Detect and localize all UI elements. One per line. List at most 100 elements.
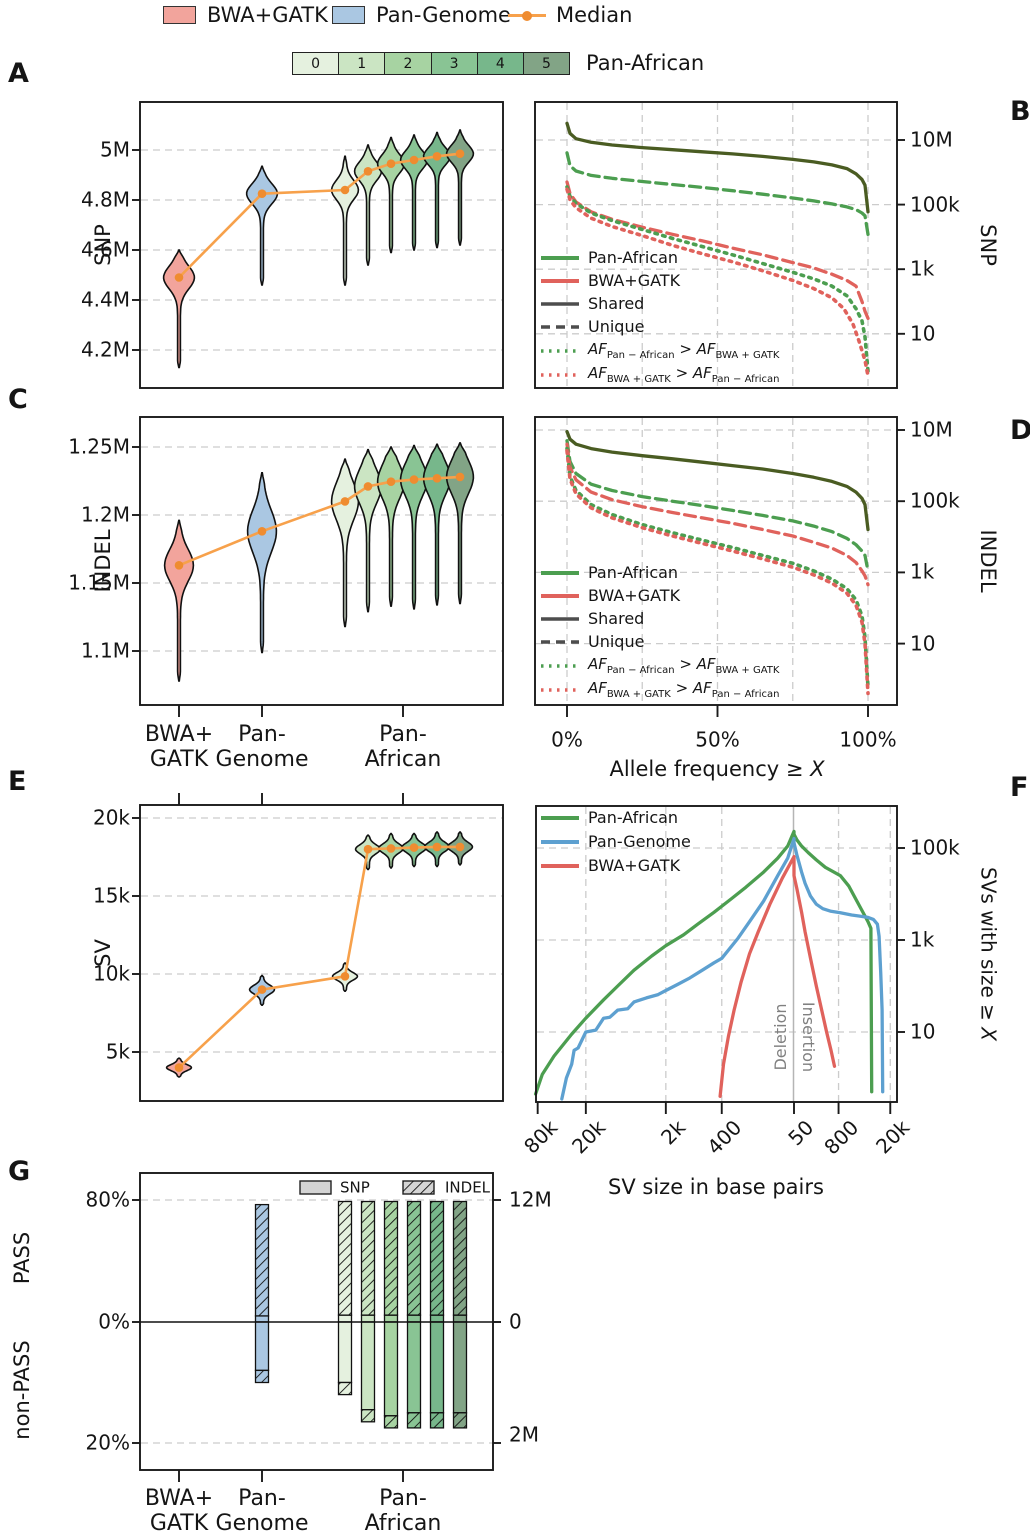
bar-hatch <box>407 1412 421 1428</box>
bar-hatch <box>361 1409 375 1422</box>
bar-segment <box>383 1314 399 1323</box>
curve <box>533 829 874 1096</box>
y-tick-label: 4.8M <box>80 187 130 212</box>
x-category-label: BWA+ GATK <box>144 1486 214 1536</box>
axis-title-sv-size: SV size in base pairs <box>608 1174 824 1199</box>
panel-letter-g: G <box>8 1156 31 1187</box>
bar-segment <box>337 1314 353 1323</box>
pan-african-level-3: 3 <box>431 53 478 74</box>
y-tick-label: 1.25M <box>68 434 130 459</box>
legend-label-indel: INDEL <box>445 1178 491 1197</box>
bar-segment <box>383 1321 399 1417</box>
median-point <box>455 842 465 852</box>
y-tick-label: 10M <box>910 127 953 152</box>
median-point <box>386 844 396 853</box>
violin <box>163 519 195 682</box>
y-tick-label: 80% <box>85 1187 130 1212</box>
bar-hatch <box>384 1201 398 1316</box>
x-category-label: Pan- Genome <box>215 1486 309 1536</box>
pan-african-level-1: 1 <box>339 53 386 74</box>
curve <box>565 185 870 373</box>
legend-label-bwa-gatk: BWA+GATK <box>207 3 328 27</box>
plot-frame <box>139 101 504 389</box>
plot-frame <box>534 416 898 706</box>
median-point <box>455 472 465 482</box>
legend-label: Unique <box>588 631 645 651</box>
axis-title-indel-right: INDEL <box>976 529 1001 593</box>
median-point <box>386 159 396 168</box>
y-tick-label: 0% <box>98 1309 130 1334</box>
axis-title-snp-right: SNP <box>976 224 1001 266</box>
y-tick-label: 15k <box>92 883 130 908</box>
y-tick-label: 2M <box>509 1422 539 1447</box>
bar-segment <box>429 1314 445 1323</box>
x-category-label: Pan- Genome <box>215 722 309 773</box>
bar-segment <box>360 1321 376 1411</box>
violin <box>162 249 196 369</box>
legend-label-math: AFBWA + GATK > AFPan − African <box>588 678 780 700</box>
plot-frame <box>535 805 898 1103</box>
plot-frame <box>139 804 504 1102</box>
bar-hatch <box>407 1201 421 1316</box>
violin <box>376 136 406 254</box>
pan-genome-swatch <box>332 6 365 24</box>
legend-label: Unique <box>588 316 645 336</box>
median-point <box>363 844 373 854</box>
legend-label-median: Median <box>556 3 633 27</box>
y-tick-label: 10k <box>92 961 130 986</box>
median-point <box>409 155 419 165</box>
pan-african-level-5: 5 <box>523 53 570 74</box>
legend-label-snp: SNP <box>340 1178 370 1197</box>
legend-label-pan-genome: Pan-Genome <box>376 3 511 27</box>
violin <box>399 134 429 251</box>
violin <box>445 442 475 605</box>
curve <box>565 429 870 532</box>
legend-label-math: AFBWA + GATK > AFPan − African <box>588 363 780 385</box>
x-category-label: Pan- African <box>364 1486 442 1536</box>
legend-swatch-snp <box>299 1180 332 1195</box>
curve <box>565 121 870 214</box>
bar-hatch <box>338 1201 352 1316</box>
violin <box>330 155 360 286</box>
y-tick-label: 1.15M <box>68 570 130 595</box>
panel-letter-a: A <box>8 58 29 89</box>
legend-label: Pan-African <box>588 247 679 267</box>
axis-title-allele-frequency: Allele frequency ≥ X <box>609 756 825 781</box>
curve <box>560 836 885 1101</box>
plot-frame <box>534 101 898 389</box>
curve <box>565 439 870 573</box>
x-tick-label: 100% <box>839 727 897 752</box>
y-tick-label: 1k <box>910 559 935 584</box>
deletion-label: Deletion <box>770 1003 790 1071</box>
median-point <box>432 152 442 161</box>
axis-title-sv-size-right: SVs with size ≥ X <box>976 867 1001 1041</box>
median-point <box>409 843 419 852</box>
bar-hatch <box>430 1201 444 1316</box>
median-point <box>257 527 267 536</box>
plot-frame <box>139 416 504 706</box>
legend-label: Shared <box>588 608 645 628</box>
panel-letter-f: F <box>1010 772 1029 803</box>
curve <box>565 442 870 587</box>
axis-title-pass: PASS <box>9 1231 34 1285</box>
violin <box>376 446 406 607</box>
pan-african-level-2: 2 <box>385 53 432 74</box>
violin <box>330 458 360 628</box>
bar-segment <box>337 1321 353 1384</box>
median-point <box>174 561 184 570</box>
median-point <box>409 475 419 484</box>
violin <box>422 443 452 606</box>
bar-hatch <box>338 1382 352 1395</box>
bar-hatch <box>255 1370 269 1383</box>
median-point <box>174 1063 184 1072</box>
median-point <box>340 185 350 195</box>
x-tick-label: 50% <box>695 727 740 752</box>
bwa-gatk-swatch <box>163 6 196 24</box>
violin <box>246 472 278 654</box>
median-point <box>340 972 350 981</box>
y-tick-label: 1.1M <box>80 638 130 663</box>
median-point <box>363 482 373 491</box>
curve <box>565 449 870 696</box>
y-tick-label: 12M <box>509 1187 552 1212</box>
y-tick-label: 0 <box>509 1309 522 1334</box>
